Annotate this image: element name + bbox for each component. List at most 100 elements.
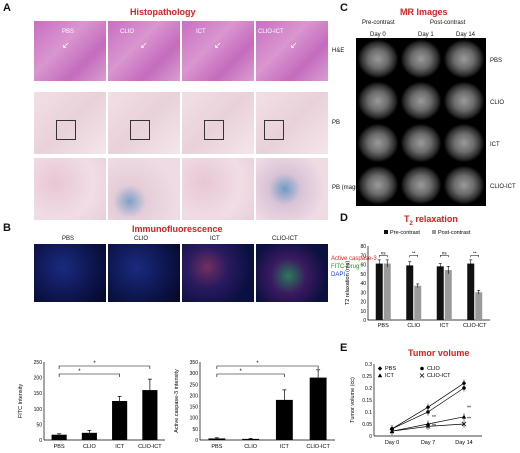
- significance-bracket: [58, 365, 151, 369]
- day-label-14: Day 14: [456, 32, 476, 38]
- row-label-pb-magnified: PB (magnified): [332, 185, 372, 191]
- bar: [242, 438, 260, 440]
- x-tick-label: PBS: [54, 444, 65, 450]
- y-tick-label: 70: [360, 253, 366, 259]
- y-tick-label: 30: [360, 290, 366, 296]
- significance-bracket: [216, 373, 285, 377]
- bar: [81, 432, 97, 440]
- day-label-1: Day 1: [418, 32, 434, 38]
- y-tick-label: 200: [190, 393, 199, 399]
- legend-label: ICT: [385, 373, 395, 379]
- panel-d-letter: D: [340, 212, 348, 224]
- mri-image: [358, 124, 398, 162]
- y-tick-label: 100: [34, 407, 43, 413]
- col-label-clio-ict: CLIO-ICT: [258, 29, 284, 35]
- significance-mark: ns: [442, 250, 448, 255]
- y-tick-label: 0: [39, 438, 42, 444]
- mri-row-clio-ict: CLIO-ICT: [490, 184, 516, 190]
- significance-bracket: [216, 365, 319, 369]
- bar: [383, 263, 391, 320]
- row-label-pb: PB: [332, 120, 341, 126]
- zoom-box: [264, 120, 284, 140]
- he-clio-image: [108, 21, 180, 81]
- significance-bracket: [409, 255, 418, 258]
- y-axis-label: Tumor volume (cc): [350, 377, 356, 423]
- panel-d-title: T2 relaxation: [404, 214, 458, 227]
- significance-star: *: [239, 369, 242, 375]
- pre-contrast-label: Pre-contrast: [362, 20, 395, 26]
- x-tick-label: Day 7: [421, 440, 435, 446]
- y-tick-label: 40: [360, 281, 366, 287]
- significance-star: *: [256, 361, 259, 367]
- y-tick-label: 80: [360, 244, 366, 250]
- bar: [112, 401, 128, 440]
- col-label-ict: ICT: [196, 29, 206, 35]
- legend-label: CLIO: [427, 366, 441, 372]
- if-clio-ict-image: [256, 244, 328, 302]
- post-contrast-label: Post-contrast: [430, 20, 466, 26]
- pb-clio-ict-image: [256, 92, 328, 154]
- col-label-clio: CLIO: [120, 29, 135, 35]
- panel-b-letter: B: [3, 222, 11, 234]
- y-tick-label: 0.05: [362, 422, 372, 428]
- x-tick-label: CLIO: [83, 444, 97, 450]
- caspase-intensity-chart: 0 50 100 150 200 250 300 350 PBS CLIO ICT CLIO-ICT *…: [174, 360, 335, 450]
- bar: [375, 263, 383, 320]
- panel-c-title: MR Images: [400, 7, 448, 17]
- mri-image: [401, 40, 441, 78]
- x-tick-label: ICT: [280, 444, 290, 450]
- y-tick-label: 10: [360, 309, 366, 315]
- legend-label: CLIO-ICT: [427, 373, 451, 379]
- significance-mark: **: [467, 416, 471, 422]
- x-tick-label: CLIO: [407, 323, 421, 329]
- pb-magnified-pbs-image: [34, 158, 106, 220]
- mri-grid: [356, 38, 486, 206]
- col-label-pbs: PBS: [62, 29, 75, 35]
- significance-bracket: [58, 373, 120, 377]
- y-tick-label: 50: [192, 427, 198, 433]
- x-tick-label: CLIO-ICT: [306, 444, 330, 450]
- x-tick-label: ICT: [440, 323, 450, 329]
- x-tick-label: Day 14: [455, 440, 472, 446]
- mri-image: [444, 124, 484, 162]
- mri-image: [358, 166, 398, 204]
- pb-magnified-clio-image: [108, 158, 180, 220]
- if-clio-image: [108, 244, 180, 302]
- bar: [467, 263, 475, 320]
- y-tick-label: 200: [34, 376, 43, 382]
- significance-mark: **: [432, 415, 436, 421]
- bar: [436, 266, 444, 320]
- significance-bracket: [379, 255, 388, 258]
- zoom-box: [204, 120, 224, 140]
- mri-image: [358, 40, 398, 78]
- legend-marker: [420, 366, 424, 371]
- y-tick-label: 60: [360, 263, 366, 269]
- mri-image: [401, 82, 441, 120]
- if-ict-image: [182, 244, 254, 302]
- zoom-box: [56, 120, 76, 140]
- legend-swatch-post: [432, 230, 436, 234]
- legend-marker: [419, 373, 425, 378]
- significance-bracket: [440, 255, 449, 258]
- y-tick-label: 250: [190, 382, 199, 388]
- legend-label: PBS: [385, 366, 396, 372]
- arrow-icon: ↙: [214, 40, 222, 50]
- y-tick-label: 50: [360, 272, 366, 278]
- bar: [208, 438, 226, 440]
- legend-fitc: FITC-Drug: [331, 264, 360, 270]
- y-tick-label: 150: [190, 405, 199, 411]
- panel-a-letter: A: [3, 2, 11, 14]
- y-tick-label: 350: [190, 360, 199, 366]
- row-label-he: H&E: [332, 48, 345, 54]
- x-tick-label: CLIO-ICT: [138, 444, 162, 450]
- significance-star: *: [78, 369, 81, 375]
- bar: [414, 285, 422, 320]
- he-clio-ict-image: [256, 21, 328, 81]
- y-tick-label: 0.1: [365, 410, 372, 416]
- fitc-intensity-chart: 0 50 100 150 200 250 PBS CLIO ICT CLIO-ICT * * FITC …: [18, 360, 165, 450]
- significance-mark: **: [473, 250, 477, 255]
- y-tick-label: 0.15: [362, 398, 372, 404]
- bar: [475, 292, 483, 320]
- bar: [406, 265, 414, 320]
- bar: [275, 399, 293, 440]
